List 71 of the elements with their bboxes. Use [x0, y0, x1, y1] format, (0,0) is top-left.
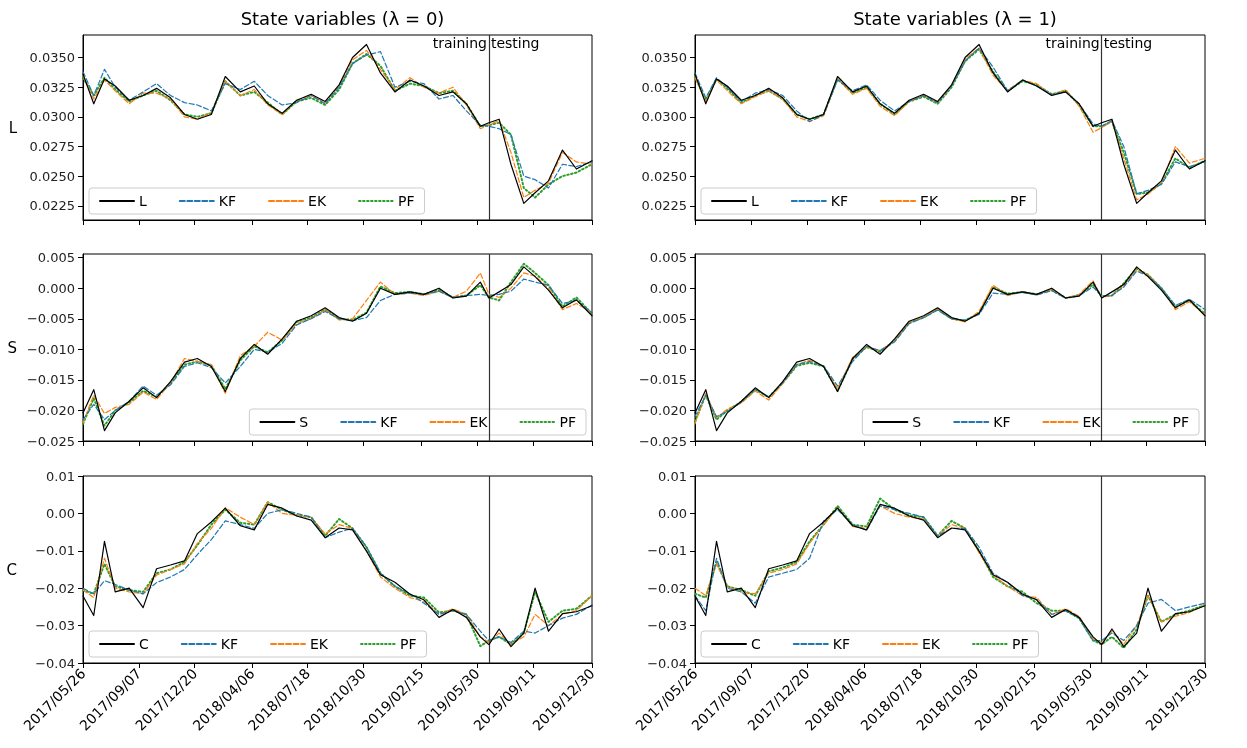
legend-label: C [139, 636, 149, 652]
legend-label: EK [469, 414, 489, 430]
y-tick-label: −0.020 [26, 402, 75, 418]
legend-label: PF [1012, 636, 1029, 652]
y-tick-label: −0.04 [35, 655, 75, 671]
y-tick-label: −0.020 [638, 402, 687, 418]
legend-label: PF [1172, 414, 1189, 430]
y-tick-label: −0.010 [638, 341, 687, 357]
legend-label: KF [218, 193, 237, 209]
legend-label: PF [400, 636, 417, 652]
y-tick-label: −0.025 [638, 433, 687, 449]
y-tick-label: −0.015 [26, 372, 75, 388]
y-tick-label: −0.025 [26, 433, 75, 449]
y-tick-label: 0.00 [658, 505, 687, 521]
y-tick-label: 0.0300 [641, 109, 687, 125]
y-tick-label: 0.0350 [641, 50, 687, 66]
annotation: testing [1103, 35, 1153, 52]
legend-label: EK [920, 193, 939, 209]
y-tick-label: 0.0300 [29, 109, 75, 125]
legend-label: EK [1082, 414, 1102, 430]
legend-label: PF [398, 193, 415, 209]
legend-label: PF [1010, 193, 1027, 209]
legend-label: KF [832, 636, 851, 652]
y-tick-label: −0.005 [26, 311, 75, 327]
y-tick-label: −0.005 [638, 311, 687, 327]
y-tick-label: 0.0325 [641, 79, 687, 95]
y-tick-label: −0.03 [647, 618, 687, 634]
y-tick-label: 0.005 [649, 250, 687, 266]
y-tick-label: 0.00 [46, 505, 75, 521]
y-tick-label: 0.01 [658, 468, 687, 484]
y-tick-label: 0.0225 [29, 198, 75, 214]
annotation: training [1045, 35, 1100, 52]
annotation: training [432, 35, 487, 52]
y-axis-title: L [8, 118, 18, 137]
y-tick-label: −0.04 [647, 655, 687, 671]
legend-label: KF [830, 193, 849, 209]
y-tick-label: −0.010 [26, 341, 75, 357]
chart-title: State variables (λ = 1) [853, 7, 1057, 29]
y-tick-label: 0.005 [37, 250, 75, 266]
y-tick-label: 0.01 [46, 468, 75, 484]
y-axis-title: S [7, 338, 17, 357]
y-tick-label: 0.0350 [29, 50, 75, 66]
y-tick-label: −0.02 [647, 580, 687, 596]
legend-label: C [751, 636, 761, 652]
y-tick-label: −0.01 [647, 543, 687, 559]
legend-label: L [139, 193, 147, 209]
y-axis-title: C [6, 560, 17, 579]
legend-label: EK [308, 193, 327, 209]
y-tick-label: 0.0250 [641, 168, 687, 184]
y-tick-label: 0.0225 [641, 198, 687, 214]
legend-label: KF [380, 414, 398, 430]
legend-label: EK [922, 636, 941, 652]
y-tick-label: 0.000 [37, 280, 75, 296]
y-tick-label: 0.000 [649, 280, 687, 296]
y-tick-label: 0.0275 [641, 138, 687, 154]
legend-label: PF [559, 414, 576, 430]
y-tick-label: −0.01 [35, 543, 75, 559]
legend-label: EK [310, 636, 329, 652]
legend-label: L [751, 193, 759, 209]
legend-label: KF [220, 636, 239, 652]
y-tick-label: 0.0250 [29, 168, 75, 184]
y-tick-label: −0.015 [638, 372, 687, 388]
legend-label: S [912, 414, 922, 430]
y-tick-label: −0.02 [35, 580, 75, 596]
legend-label: KF [993, 414, 1011, 430]
y-tick-label: 0.0325 [29, 79, 75, 95]
chart-title: State variables (λ = 0) [240, 7, 445, 29]
legend-label: S [299, 414, 309, 430]
annotation: testing [490, 35, 540, 52]
y-tick-label: 0.0275 [29, 138, 75, 154]
y-tick-label: −0.03 [35, 618, 75, 634]
